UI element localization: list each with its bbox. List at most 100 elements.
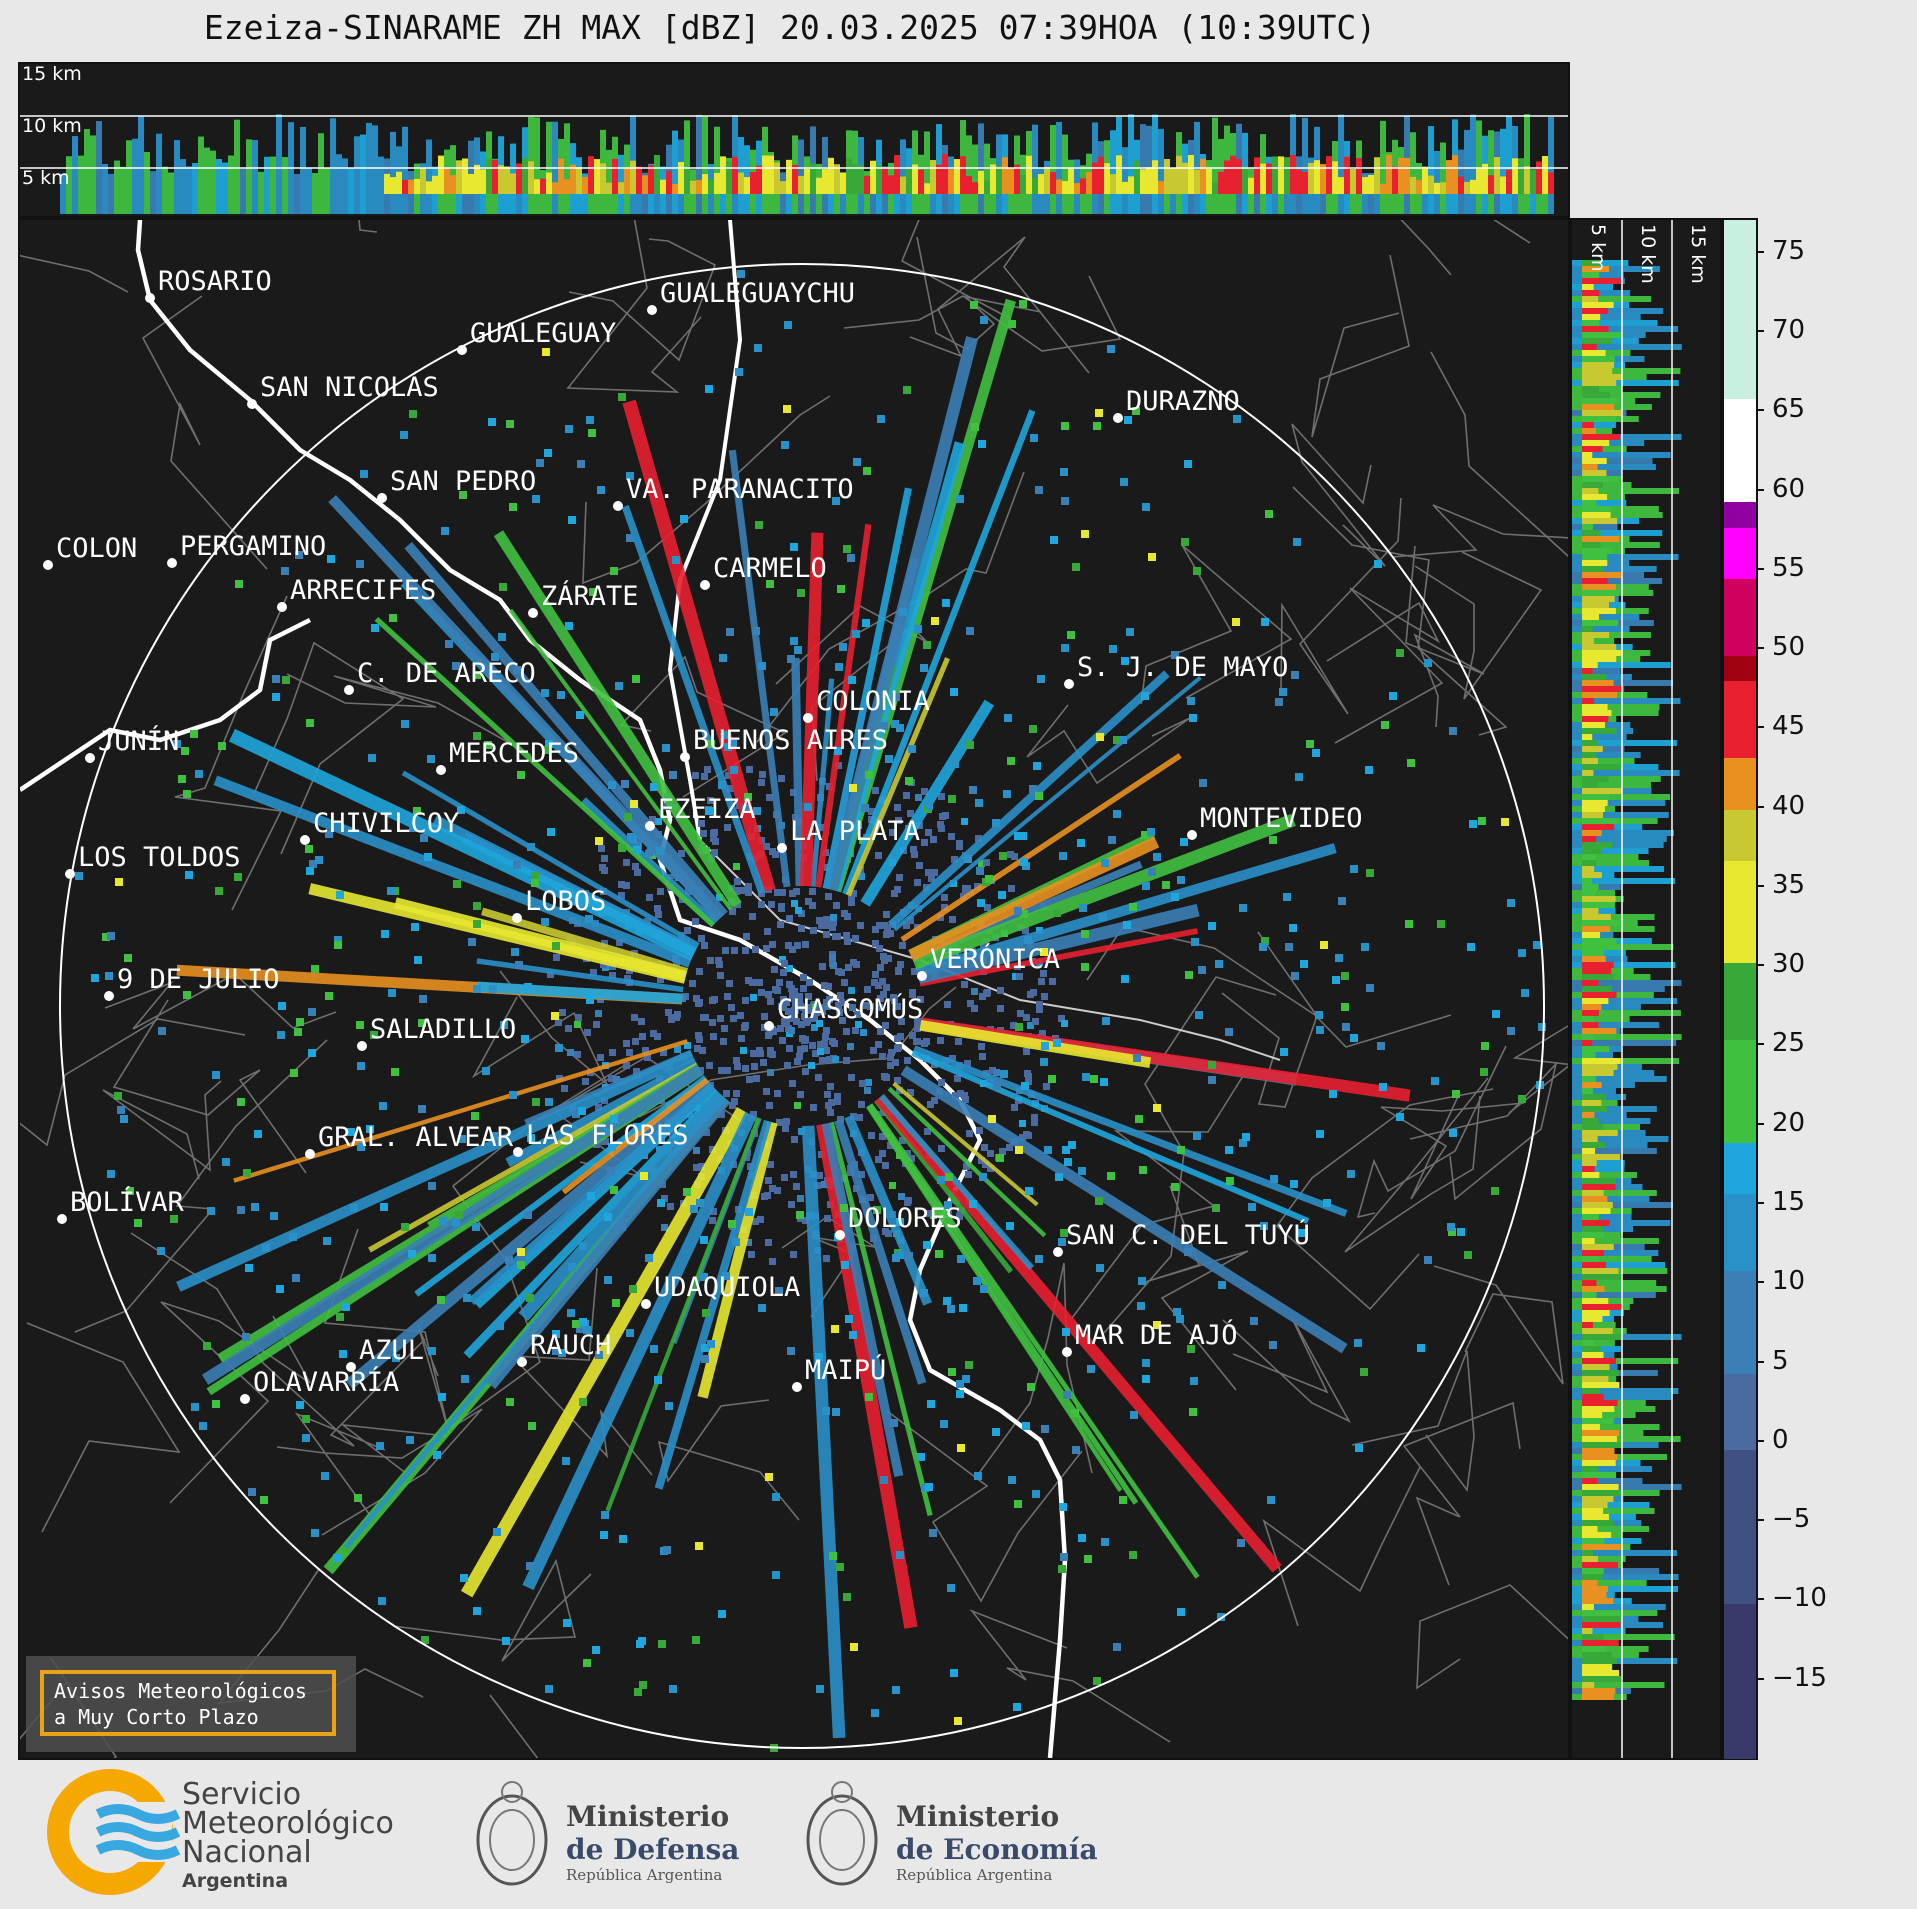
smn-text: Servicio Meteorológico Nacional Argentin… — [182, 1780, 394, 1896]
colorbar-segment — [1724, 1347, 1756, 1375]
height-label-15km-v: 15 km — [1687, 224, 1709, 284]
colorbar-segment — [1724, 1245, 1756, 1272]
city-dot-icon — [528, 608, 538, 618]
colorbar-tick-label: 10 — [1755, 1266, 1805, 1296]
colorbar-segment — [1724, 348, 1756, 375]
city-label: S. J. DE MAYO — [1077, 652, 1288, 683]
city-marker: SALADILLO — [357, 1014, 516, 1051]
city-label: GRAL. ALVEAR — [318, 1122, 514, 1153]
colorbar-segment — [1724, 1091, 1756, 1119]
warning-box[interactable]: Avisos Meteorológicos a Muy Corto Plazo — [26, 1656, 356, 1752]
city-dot-icon — [357, 1041, 367, 1051]
colorbar-tick-label: 65 — [1755, 394, 1805, 424]
radar-map[interactable]: ROSARIO GUALEGUAYCHU GUALEGUAY SAN NICOLÁS D… — [20, 220, 1568, 1758]
city-label: ARRECIFES — [290, 575, 436, 606]
colorbar-tick-label: −5 — [1755, 1504, 1810, 1534]
colorbar-tick-label: 35 — [1755, 870, 1805, 900]
warning-line-2: a Muy Corto Plazo — [54, 1705, 259, 1729]
warning-line-1: Avisos Meteorológicos — [54, 1679, 307, 1703]
economia-line-3: República Argentina — [896, 1866, 1053, 1884]
city-label: COLON — [56, 533, 137, 564]
colorbar-segment — [1724, 1322, 1756, 1349]
city-marker: LOBOS — [512, 886, 606, 923]
colorbar-tick-label: 5 — [1756, 1346, 1789, 1376]
height-label-5km-v: 5 km — [1587, 224, 1609, 272]
city-marker: GRAL. ALVEAR — [305, 1122, 514, 1159]
city-dot-icon — [104, 991, 114, 1001]
top-cross-section-panel: 15 km 10 km 5 km — [18, 62, 1570, 218]
colorbar-segment — [1724, 1681, 1756, 1708]
defensa-line-1: Ministerio — [566, 1800, 730, 1833]
colorbar-segment — [1724, 1040, 1756, 1067]
city-dot-icon — [700, 580, 710, 590]
city-label: SAN NICOLÁS — [260, 371, 439, 403]
city-dot-icon — [436, 765, 446, 775]
economia-line-1: Ministerio — [896, 1800, 1060, 1833]
colorbar-segment — [1724, 1552, 1756, 1580]
city-label: LOBOS — [525, 886, 606, 917]
city-label: COLONIA — [816, 686, 930, 717]
city-marker: SAN NICOLÁS — [247, 371, 439, 409]
city-label: 9 DE JULIO — [117, 964, 280, 995]
colorbar-segment — [1724, 835, 1756, 862]
city-dot-icon — [645, 821, 655, 831]
city-label: SAN C. DEL TUYÚ — [1066, 1219, 1310, 1251]
colorbar-segment — [1724, 604, 1756, 632]
city-dot-icon — [792, 1382, 802, 1392]
city-dot-icon — [277, 602, 287, 612]
colorbar-segment — [1724, 1373, 1756, 1401]
height-label-10km: 10 km — [22, 115, 82, 137]
city-dot-icon — [57, 1214, 67, 1224]
colorbar-tick-label: −10 — [1756, 1583, 1827, 1613]
city-marker: OLAVARRÍA — [240, 1366, 399, 1404]
colorbar-segment — [1724, 1296, 1756, 1324]
smn-line-1: Servicio — [182, 1777, 302, 1812]
smn-line-4: Argentina — [182, 1870, 289, 1892]
city-dot-icon — [680, 752, 690, 762]
colorbar-segment — [1724, 296, 1756, 324]
colorbar-tick-label: 20 — [1755, 1108, 1805, 1138]
city-dot-icon — [377, 493, 387, 503]
dbz-colorbar — [1722, 218, 1758, 1760]
colorbar-segment — [1724, 707, 1756, 734]
city-marker: ARRECIFES — [277, 575, 436, 612]
city-label: SALADILLO — [370, 1014, 516, 1045]
city-label: RAUCH — [530, 1330, 611, 1361]
city-dot-icon — [43, 560, 53, 570]
city-marker: CARMELO — [700, 553, 827, 590]
smn-logo-icon — [47, 1769, 181, 1895]
radar-map-panel[interactable]: ROSARIO GUALEGUAYCHU GUALEGUAY SAN NICOLÁS D… — [18, 218, 1570, 1760]
city-label: AZUL — [359, 1335, 424, 1366]
colorbar-tick-label: 50 — [1755, 632, 1805, 662]
city-marker: RAUCH — [517, 1330, 611, 1367]
colorbar-tick-label: 15 — [1755, 1187, 1805, 1217]
city-marker: COLON — [43, 533, 137, 570]
colorbar-tick-label: 30 — [1755, 949, 1805, 979]
colorbar-tick-label: 55 — [1755, 553, 1805, 583]
defensa-text: Ministerio de Defensa República Argentin… — [566, 1800, 739, 1884]
city-dot-icon — [517, 1357, 527, 1367]
colorbar-tick-label: 60 — [1755, 474, 1805, 504]
defensa-line-3: República Argentina — [566, 1866, 723, 1884]
city-markers: ROSARIO GUALEGUAYCHU GUALEGUAY SAN NICOLÁS D… — [43, 266, 1363, 1404]
colorbar-segment — [1724, 553, 1756, 580]
colorbar-segment — [1724, 937, 1756, 965]
colorbar-tick-label: 40 — [1755, 791, 1805, 821]
warning-label[interactable]: Avisos Meteorológicos a Muy Corto Plazo — [40, 1670, 336, 1736]
city-marker: MAIPÚ — [792, 1354, 886, 1392]
city-marker: SAN PEDRO — [377, 466, 536, 503]
city-dot-icon — [167, 558, 177, 568]
city-label: MERCEDES — [449, 738, 579, 769]
city-dot-icon — [305, 1149, 315, 1159]
city-label: BOLÍVAR — [70, 1186, 185, 1218]
colorbar-segment — [1724, 655, 1756, 683]
radar-echoes — [75, 270, 1546, 1752]
economia-line-2: de Economía — [896, 1833, 1098, 1866]
colorbar-segment — [1724, 425, 1756, 452]
colorbar-segment — [1724, 527, 1756, 555]
city-label: EZEIZA — [658, 794, 756, 825]
city-label: OLAVARRÍA — [253, 1366, 399, 1398]
colorbar-segment — [1724, 220, 1756, 247]
colorbar-segment — [1724, 963, 1756, 990]
city-dot-icon — [85, 753, 95, 763]
